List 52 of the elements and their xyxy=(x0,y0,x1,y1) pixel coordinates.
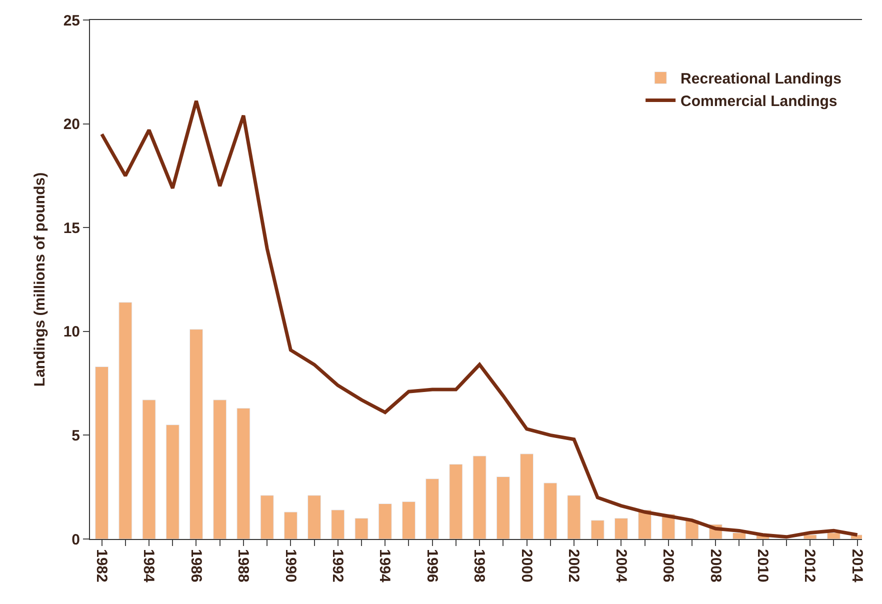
bar xyxy=(236,408,250,539)
legend-label: Recreational Landings xyxy=(680,70,842,88)
bar xyxy=(496,476,510,539)
bar xyxy=(520,454,534,539)
bar xyxy=(118,302,132,539)
bar xyxy=(614,518,628,539)
bar xyxy=(472,456,486,539)
x-tick-label: 2008 xyxy=(706,549,724,582)
bar xyxy=(331,510,345,539)
x-tick-label: 2000 xyxy=(518,549,535,582)
x-tick-label: 2002 xyxy=(565,549,582,582)
x-tick-label: 1992 xyxy=(329,549,346,582)
y-tick-label: 0 xyxy=(72,531,80,548)
x-tick-label: 1990 xyxy=(282,549,299,582)
x-tick-label: 1996 xyxy=(423,549,440,582)
bar xyxy=(426,478,440,539)
bar xyxy=(803,534,817,539)
x-tick-label: 1998 xyxy=(470,549,488,582)
bar xyxy=(449,464,463,539)
y-tick-label: 25 xyxy=(63,12,80,30)
bar xyxy=(826,532,840,539)
bar xyxy=(190,329,203,539)
bar xyxy=(544,482,558,539)
bar xyxy=(95,366,109,539)
x-tick-label: 1984 xyxy=(140,549,158,584)
bar xyxy=(567,495,581,539)
y-tick-label: 5 xyxy=(72,427,80,444)
bar xyxy=(308,495,322,539)
x-tick-label: 1982 xyxy=(92,549,110,582)
x-tick-label: 2004 xyxy=(612,549,630,584)
y-tick-label: 15 xyxy=(63,220,80,237)
x-tick-label: 1988 xyxy=(234,549,252,582)
y-tick-label: 10 xyxy=(63,324,80,341)
bar xyxy=(213,400,227,539)
bar xyxy=(284,512,298,539)
legend-label: Commercial Landings xyxy=(680,93,838,110)
bar xyxy=(590,520,604,539)
bar xyxy=(260,495,274,539)
x-tick-label: 1986 xyxy=(187,549,204,582)
x-tick-label: 1994 xyxy=(376,549,394,584)
bar xyxy=(166,424,180,539)
y-axis-title: Landings (millions of pounds) xyxy=(32,172,49,387)
bar xyxy=(732,532,746,539)
x-tick-label: 2014 xyxy=(848,549,866,584)
bar xyxy=(142,400,156,539)
x-tick-label: 2012 xyxy=(801,549,818,582)
bar xyxy=(378,503,392,539)
bar xyxy=(354,518,368,539)
x-tick-label: 2010 xyxy=(754,549,771,582)
bar xyxy=(402,501,416,539)
y-tick-label: 20 xyxy=(63,116,80,134)
x-tick-label: 2006 xyxy=(660,549,677,582)
